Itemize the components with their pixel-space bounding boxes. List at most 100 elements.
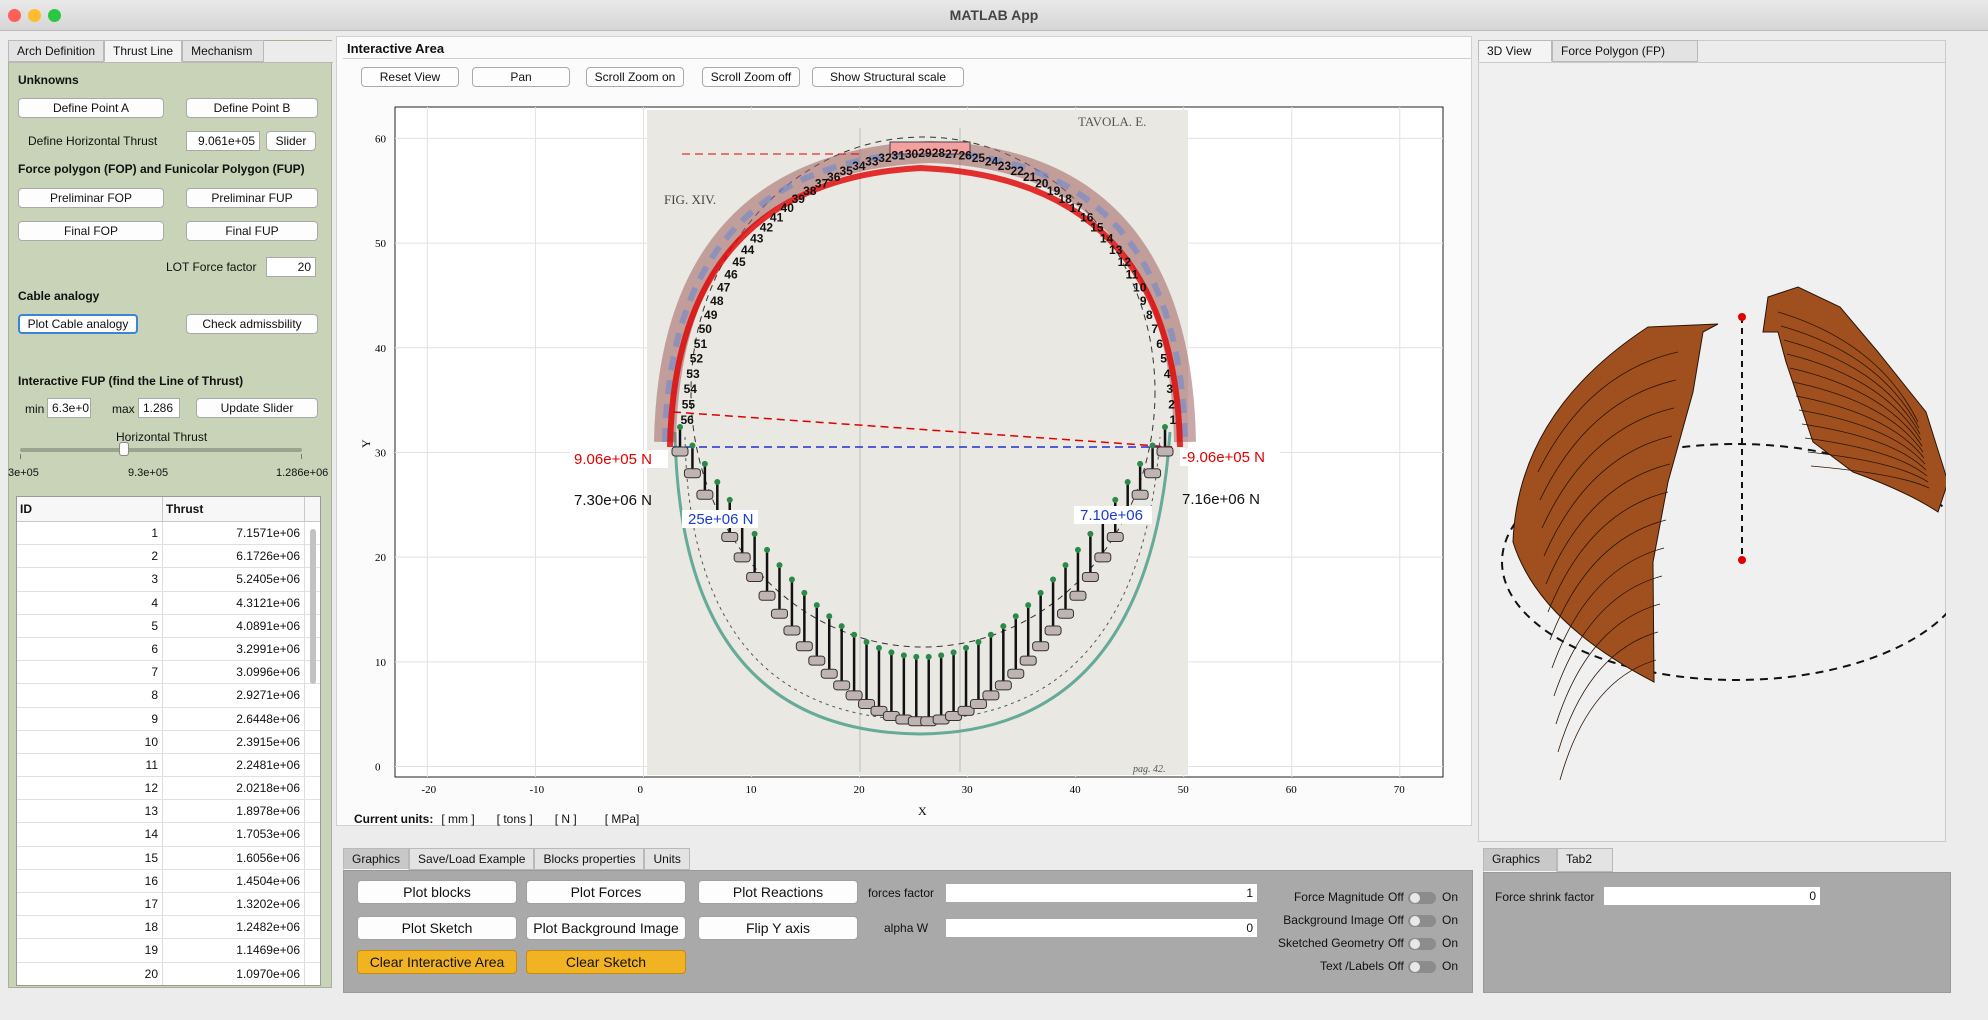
table-row[interactable]: 4 4.3121e+06 [17,591,320,615]
thrust-line-plot[interactable]: TAVOLA. E. FIG. XIV. pag. 42. -20 -10 0 10 2… [340,92,1470,822]
table-row[interactable]: 14 1.7053e+06 [17,823,320,847]
block-weight-icon [1019,655,1037,666]
final-fup-button[interactable]: Final FUP [186,221,318,241]
block-number: 10 [1133,280,1147,294]
define-point-a-button[interactable]: Define Point A [18,98,164,118]
force-shrink-field[interactable]: 0 [1603,886,1821,906]
table-row[interactable]: 15 1.6056e+06 [17,846,320,870]
table-row[interactable]: 20 1.0970e+06 [17,962,320,985]
tab-blocks-properties[interactable]: Blocks properties [534,848,645,870]
tab-rb-graphics[interactable]: Graphics [1483,848,1557,872]
block-number: 7 [1151,322,1158,336]
plot-cable-analogy-button[interactable]: Plot Cable analogy [18,314,138,334]
max-field[interactable]: 1.286 [138,398,180,418]
close-window-icon[interactable] [8,9,21,22]
preliminar-fup-button[interactable]: Preliminar FUP [186,188,318,208]
table-row[interactable]: 19 1.1469e+06 [17,939,320,963]
define-point-b-button[interactable]: Define Point B [186,98,318,118]
plot-background-image-button[interactable]: Plot Background Image [526,916,686,940]
table-row[interactable]: 1 7.1571e+06 [17,522,320,546]
update-slider-button[interactable]: Update Slider [196,398,318,418]
table-row[interactable]: 13 1.8978e+06 [17,800,320,824]
plot-blocks-button[interactable]: Plot blocks [357,880,517,904]
cell-thrust: 4.0891e+06 [163,614,305,637]
table-row[interactable]: 9 2.6448e+06 [17,707,320,731]
3d-view-canvas[interactable] [1478,62,1946,822]
table-row[interactable]: 8 2.9271e+06 [17,684,320,708]
table-row[interactable]: 5 4.0891e+06 [17,614,320,638]
check-admissibility-button[interactable]: Check admissbility [186,314,318,334]
plot-reactions-button[interactable]: Plot Reactions [698,880,858,904]
toggle-off-label: Off [1388,913,1404,927]
tab-graphics[interactable]: Graphics [343,848,410,870]
table-row[interactable]: 11 2.2481e+06 [17,753,320,778]
mesh-line-left [1557,631,1659,753]
scroll-zoom-off-button[interactable]: Scroll Zoom off [702,67,800,87]
tab-arch-definition[interactable]: Arch Definition [8,40,105,62]
tab-units[interactable]: Units [644,848,691,870]
tab-2[interactable]: Tab2 [1557,848,1613,872]
toggle-on-label: On [1442,936,1459,950]
block-number: 3 [1166,382,1173,396]
y-axis-ticks: 0 10 20 30 40 50 60 [375,133,387,773]
table-row[interactable]: 7 3.0996e+06 [17,661,320,685]
block-number: 21 [1023,170,1037,184]
forces-factor-field[interactable]: 1 [945,883,1258,903]
table-row[interactable]: 2 6.1726e+06 [17,545,320,569]
plot-forces-button[interactable]: Plot Forces [526,880,686,904]
column-id[interactable]: ID [17,497,163,521]
min-field[interactable]: 6.3e+0 [47,398,91,418]
column-thrust[interactable]: Thrust [163,497,305,521]
table-row[interactable]: 17 1.3202e+06 [17,893,320,917]
tab-3d-view[interactable]: 3D View [1478,40,1552,62]
force-bar-node [1124,479,1131,486]
table-row[interactable]: 16 1.4504e+06 [17,869,320,893]
clear-interactive-area-button[interactable]: Clear Interactive Area [357,950,517,974]
horizontal-thrust-field[interactable]: 9.061e+05 [186,131,260,151]
x-tick-label: 50 [1178,784,1190,796]
scroll-zoom-on-button[interactable]: Scroll Zoom on [586,67,684,87]
clear-sketch-button[interactable]: Clear Sketch [526,950,686,974]
table-scrollbar[interactable] [310,529,316,684]
y-tick-label: 20 [375,552,387,564]
right-blue-box [1074,506,1152,524]
table-row[interactable]: 6 3.2991e+06 [17,637,320,662]
cell-thrust: 2.9271e+06 [163,684,305,707]
block-number: 1 [1170,413,1177,427]
table-row[interactable]: 3 5.2405e+06 [17,568,320,592]
table-row[interactable]: 10 2.3915e+06 [17,730,320,754]
block-weight-icon [1032,641,1050,652]
pan-button[interactable]: Pan [472,67,570,87]
maximize-window-icon[interactable] [48,9,61,22]
toggle-switch[interactable] [1408,938,1436,950]
lot-force-factor-field[interactable]: 20 [266,257,316,277]
minimize-window-icon[interactable] [28,9,41,22]
preliminar-fop-button[interactable]: Preliminar FOP [18,188,164,208]
slider-button[interactable]: Slider [266,131,316,151]
toggle-switch[interactable] [1408,892,1436,904]
show-structural-scale-button[interactable]: Show Structural scale [812,67,964,87]
x-tick-label: 10 [746,784,758,796]
final-fop-button[interactable]: Final FOP [18,221,164,241]
block-weight-icon [696,489,714,500]
alpha-w-field[interactable]: 0 [945,918,1258,938]
horizontal-thrust-slider-knob[interactable] [119,442,130,456]
mesh-line-left [1559,659,1657,781]
flip-y-axis-button[interactable]: Flip Y axis [698,916,858,940]
horizontal-thrust-slider-track[interactable] [20,448,302,452]
table-row[interactable]: 12 2.0218e+06 [17,777,320,801]
toggle-switch[interactable] [1408,915,1436,927]
tab-thrust-line[interactable]: Thrust Line [104,40,183,62]
plot-sketch-button[interactable]: Plot Sketch [357,916,517,940]
mesh-line-left [1545,463,1671,585]
block-weight-icon [820,668,838,679]
reset-view-button[interactable]: Reset View [361,67,459,87]
tab-force-polygon[interactable]: Force Polygon (FP) [1552,40,1698,62]
force-bar-node [776,562,783,569]
tab-mechanism[interactable]: Mechanism [182,40,265,62]
toggle-switch[interactable] [1408,961,1436,973]
table-row[interactable]: 18 1.2482e+06 [17,916,320,940]
tab-save-load[interactable]: Save/Load Example [409,848,535,870]
slider-ticks [20,454,302,459]
thrust-table[interactable]: ID Thrust 1 7.1571e+06 2 6.1726e+06 3 5.2405e… [16,496,321,986]
